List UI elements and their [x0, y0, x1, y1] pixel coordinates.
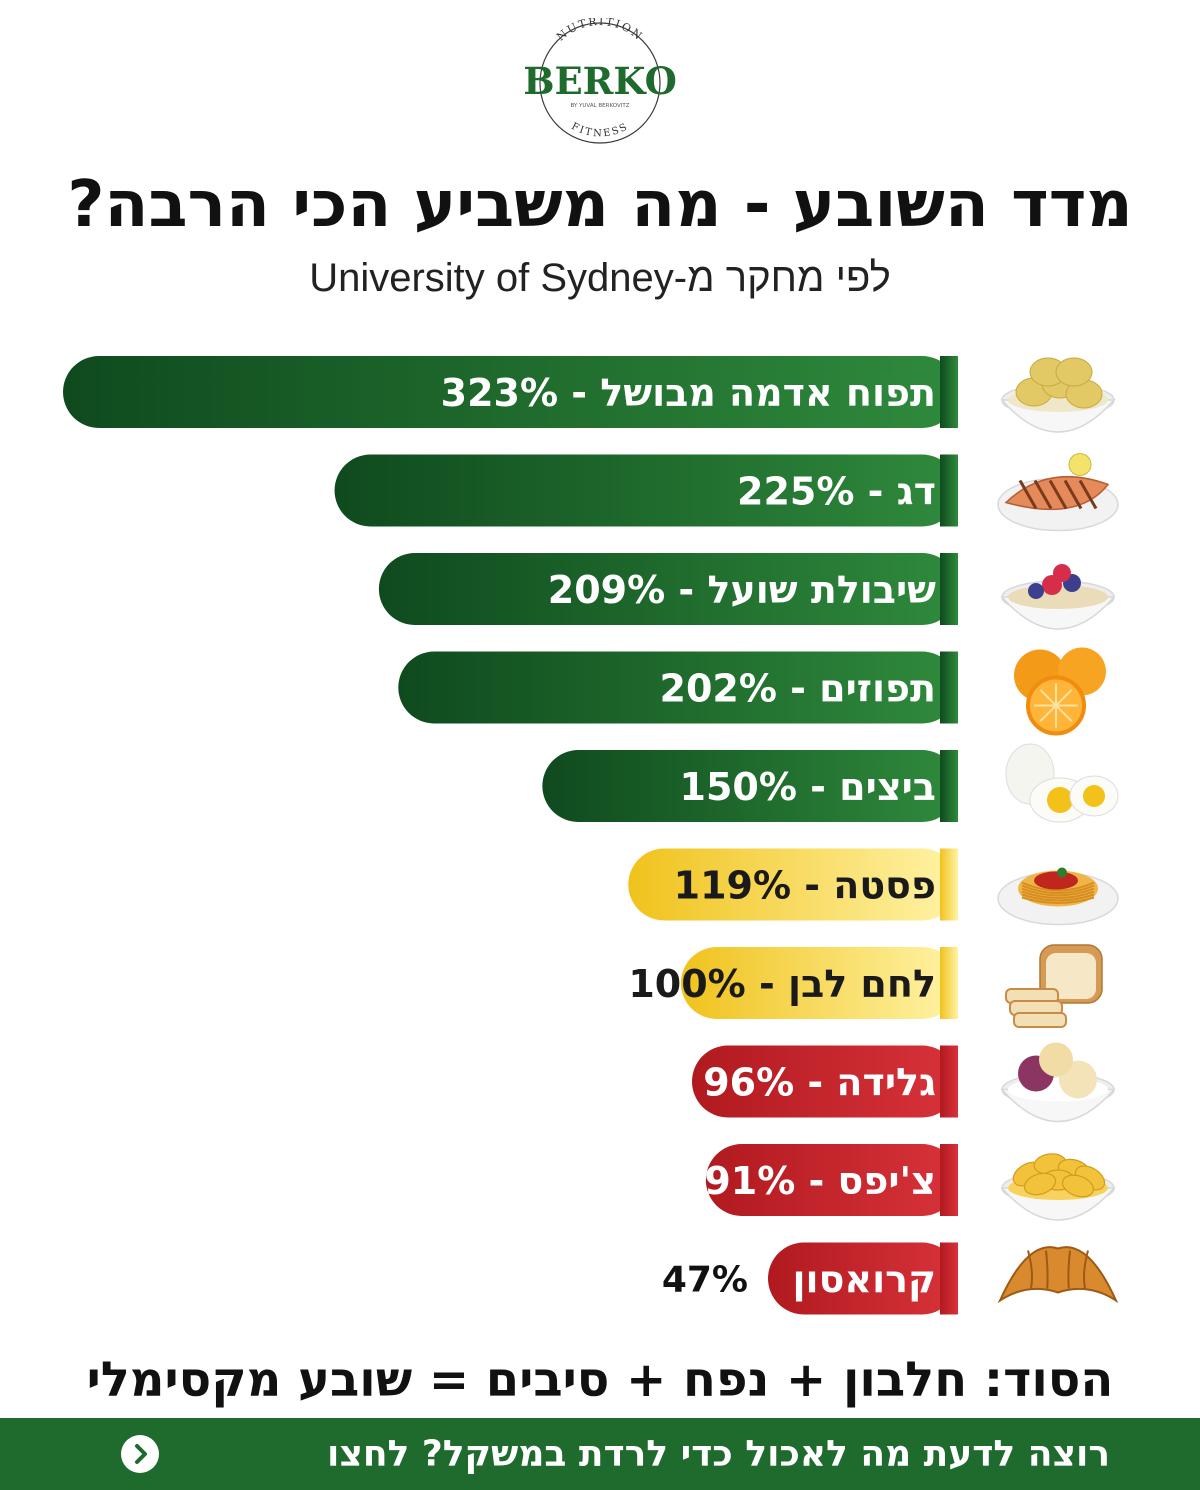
cta-text[interactable]: רוצה לדעת מה לאכול כדי לרדת במשקל? לחצו — [326, 1433, 1110, 1475]
page-subtitle: לפי מחקר מ-University of Sydney — [309, 256, 891, 300]
brand-ring-top: NUTRITION — [554, 15, 644, 44]
bar-label-4: ביצים - 150% — [680, 765, 936, 809]
svg-text:FITNESS: FITNESS — [569, 121, 630, 139]
pasta-plate-icon — [997, 867, 1119, 926]
bar-label-3: תפוזים - 202% — [660, 667, 937, 711]
bar-4 — [542, 750, 958, 822]
bar-label-0: תפוח אדמה מבושל - 323% — [441, 371, 936, 415]
cta-banner[interactable]: רוצה לדעת מה לאכול כדי לרדת במשקל? לחצו — [0, 1418, 1200, 1490]
grilled-fish-icon — [997, 453, 1119, 532]
bar-5 — [628, 848, 958, 921]
boiled-potatoes-icon — [1000, 357, 1116, 433]
bar-9 — [768, 1242, 958, 1315]
bar-label-2: שיבולת שועל - 209% — [548, 568, 936, 612]
brand-logo: NUTRITION BERKO BY YUVAL BERKOVITZ FITNE… — [510, 15, 690, 148]
bar-label-1: דג - 225% — [737, 470, 936, 514]
bar-value-outside: 47% — [662, 1260, 748, 1301]
bar-6 — [680, 947, 958, 1019]
svg-text:NUTRITION: NUTRITION — [554, 18, 646, 44]
secret-line: הסוד: חלבון + נפח + סיבים = שובע מקסימלי — [86, 1352, 1114, 1408]
bar-2 — [378, 553, 959, 625]
oatmeal-bowl-icon — [1000, 564, 1116, 630]
white-bread-icon — [1005, 944, 1103, 1028]
bar-label-6: לחם לבן - 100% — [628, 962, 936, 1006]
brand-ring-sub: BY YUVAL BERKOVITZ — [570, 103, 629, 109]
brand-logo-mark: NUTRITION BERKO BY YUVAL BERKOVITZ FITNE… — [523, 15, 677, 144]
ice-cream-bowl-icon — [1000, 1042, 1116, 1123]
bar-1 — [334, 454, 958, 527]
chevron-left-circle-icon[interactable] — [120, 1434, 160, 1474]
croissant-icon — [997, 1246, 1119, 1304]
bar-7 — [691, 1045, 958, 1118]
brand-ring-bottom: FITNESS — [569, 121, 628, 139]
page-title: מדד השובע - מה משביע הכי הרבה? — [67, 168, 1133, 242]
brand-name: BERKO — [523, 59, 677, 103]
bar-label-8: צ'יפס - 91% — [704, 1159, 936, 1203]
satiety-bar-chart: תפוח אדמה מבושל - 323% דג - 225% שיבולת שו… — [63, 356, 1119, 1315]
bar-0 — [63, 356, 958, 428]
bar-label-7: גלידה - 96% — [703, 1061, 936, 1105]
oranges-icon — [1014, 647, 1106, 736]
bar-label-5: פסטה - 119% — [674, 864, 936, 908]
bar-3 — [398, 651, 958, 724]
bar-8 — [705, 1144, 958, 1216]
chips-bowl-icon — [1000, 1153, 1116, 1221]
bar-label-9: קרואסון — [793, 1258, 936, 1302]
boiled-eggs-icon — [1005, 743, 1119, 823]
